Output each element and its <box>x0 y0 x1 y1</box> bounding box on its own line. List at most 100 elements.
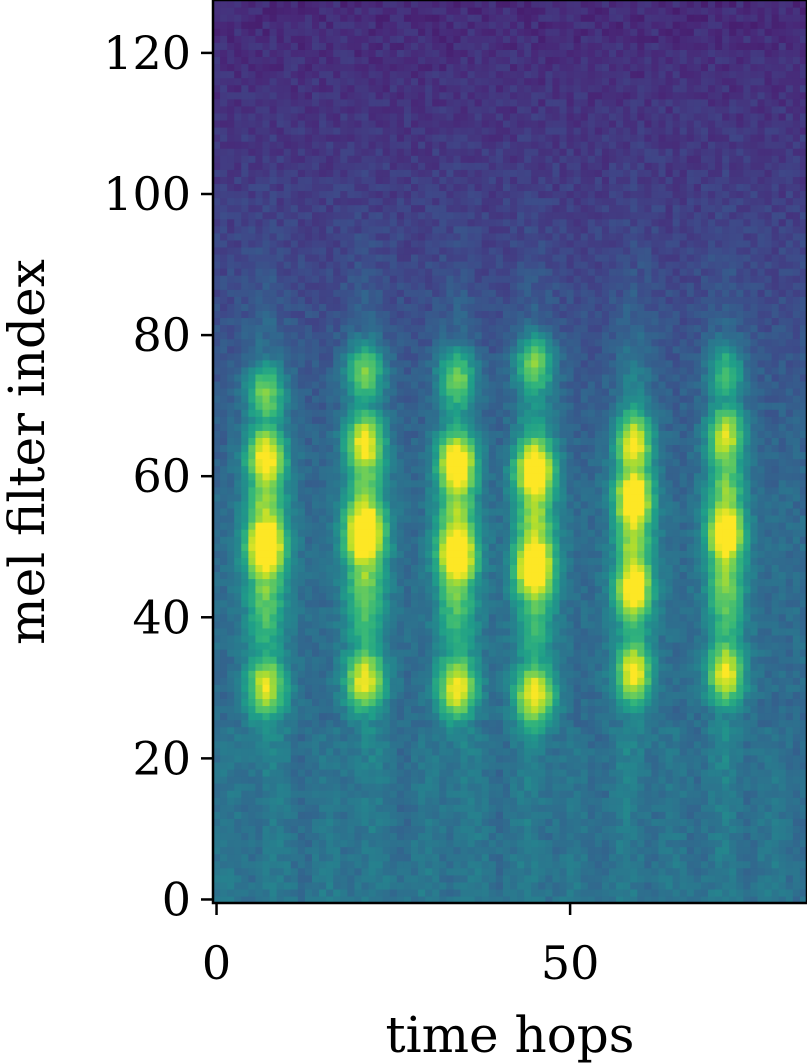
heatmap-cell <box>234 155 242 163</box>
heatmap-cell <box>255 380 264 389</box>
heatmap-cell <box>220 204 228 213</box>
heatmap-cell <box>467 225 476 234</box>
heatmap-cell <box>290 63 299 72</box>
heatmap-cell <box>439 613 447 622</box>
heatmap-cell <box>283 423 292 431</box>
heatmap-cell <box>297 225 306 234</box>
heatmap-cell <box>234 430 242 438</box>
heatmap-cell <box>304 881 313 890</box>
heatmap-cell <box>290 479 299 488</box>
heatmap-cell <box>227 641 235 650</box>
heatmap-cell <box>361 846 370 855</box>
heatmap-cell <box>276 726 285 735</box>
heatmap-cell <box>389 42 398 50</box>
heatmap-cell <box>382 169 391 177</box>
heatmap-cell <box>439 472 447 481</box>
heatmap-cell <box>269 529 278 537</box>
heatmap-cell <box>418 500 426 509</box>
heatmap-cell <box>453 14 462 22</box>
heatmap-cell <box>283 324 292 333</box>
heatmap-cell <box>290 409 299 417</box>
heatmap-cell <box>361 310 370 319</box>
heatmap-cell <box>389 155 398 163</box>
heatmap-cell <box>340 289 348 297</box>
heatmap-cell <box>297 754 306 763</box>
heatmap-cell <box>403 162 412 170</box>
heatmap-cell <box>361 98 370 107</box>
heatmap-cell <box>269 740 278 749</box>
heatmap-cell <box>333 296 341 304</box>
heatmap-cell <box>361 331 370 340</box>
heatmap-cell <box>312 261 320 269</box>
heatmap-cell <box>418 846 426 855</box>
heatmap-cell <box>382 91 391 100</box>
heatmap-cell <box>283 338 292 347</box>
heatmap-cell <box>396 825 405 834</box>
heatmap-cell <box>347 239 356 248</box>
heatmap-cell <box>425 797 433 805</box>
heatmap-cell <box>389 232 398 241</box>
heatmap-cell <box>389 204 398 213</box>
heatmap-cell <box>432 522 440 530</box>
heatmap-cell <box>439 169 447 177</box>
heatmap-cell <box>262 190 271 199</box>
heatmap-cell <box>403 183 412 192</box>
heatmap-cell <box>326 35 334 43</box>
heatmap-cell <box>396 7 405 15</box>
heatmap-cell <box>304 888 313 897</box>
heatmap-cell <box>382 726 391 735</box>
heatmap-cell <box>333 853 341 862</box>
heatmap-cell <box>290 846 299 855</box>
heatmap-cell <box>326 860 334 869</box>
heatmap-cell <box>375 296 384 304</box>
heatmap-cell <box>467 56 476 65</box>
heatmap-cell <box>213 641 221 650</box>
heatmap-cell <box>389 649 398 657</box>
heatmap-cell <box>283 14 292 22</box>
heatmap-cell <box>389 797 398 805</box>
heatmap-cell <box>418 860 426 869</box>
heatmap-cell <box>241 747 249 756</box>
heatmap-cell <box>375 239 384 248</box>
heatmap-cell <box>227 366 235 375</box>
heatmap-cell <box>354 155 363 163</box>
heatmap-cell <box>347 268 356 276</box>
heatmap-cell <box>297 656 306 664</box>
heatmap-cell <box>241 409 249 417</box>
heatmap-cell <box>304 571 313 580</box>
heatmap-cell <box>418 169 426 177</box>
heatmap-cell <box>290 578 299 587</box>
heatmap-cell <box>467 620 476 629</box>
heatmap-cell <box>213 14 221 22</box>
heatmap-cell <box>220 21 228 29</box>
heatmap-cell <box>446 310 455 319</box>
heatmap-cell <box>312 768 320 777</box>
heatmap-cell <box>241 21 249 29</box>
heatmap-cell <box>220 275 228 283</box>
heatmap-cell <box>290 359 299 368</box>
heatmap-cell <box>283 818 292 826</box>
heatmap-cell <box>411 352 419 361</box>
heatmap-cell <box>255 246 264 255</box>
heatmap-cell <box>361 790 370 798</box>
heatmap-cell <box>220 839 228 848</box>
heatmap-cell <box>340 63 348 72</box>
heatmap-cell <box>262 338 271 347</box>
heatmap-cell <box>368 402 377 410</box>
heatmap-cell <box>481 28 490 36</box>
heatmap-cell <box>319 211 327 220</box>
heatmap-cell <box>255 472 264 481</box>
heatmap-cell <box>347 225 356 234</box>
heatmap-cell <box>220 430 228 438</box>
heatmap-cell <box>453 388 462 396</box>
heatmap-cell <box>460 49 469 58</box>
heatmap-cell <box>213 134 221 142</box>
heatmap-cell <box>326 317 334 326</box>
heatmap-cell <box>213 296 221 304</box>
heatmap-cell <box>283 846 292 855</box>
heatmap-cell <box>403 627 412 636</box>
heatmap-cell <box>340 825 348 834</box>
heatmap-cell <box>382 881 391 890</box>
heatmap-cell <box>241 155 249 163</box>
heatmap-cell <box>354 275 363 283</box>
